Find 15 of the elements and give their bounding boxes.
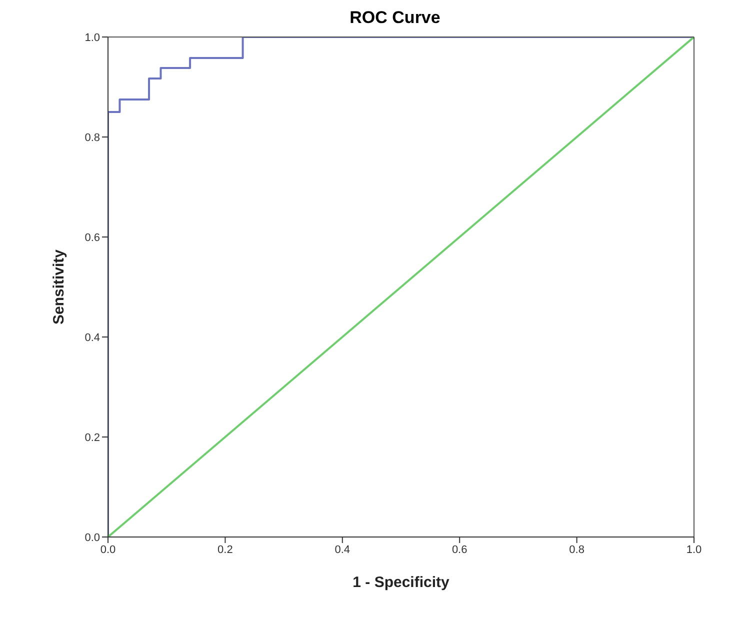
x-tick-label: 0.0 [100,544,116,556]
chart-title: ROC Curve [348,8,442,28]
x-tick-label: 0.8 [569,544,584,556]
x-tick-label: 1.0 [686,544,702,556]
y-tick-label: 0.2 [84,432,100,444]
y-tick-label: 0.4 [84,332,100,344]
y-tick-label: 0.0 [84,532,100,544]
x-tick-label: 0.4 [334,544,350,556]
y-tick-label: 1.0 [84,32,100,44]
y-tick-label: 0.8 [84,132,100,144]
x-tick-label: 0.6 [452,544,468,556]
x-axis-title: 1 - Specificity [352,574,450,591]
x-tick-label: 0.2 [218,544,233,556]
y-axis-title: Sensitivity [50,248,68,325]
y-tick-label: 0.6 [84,232,100,244]
